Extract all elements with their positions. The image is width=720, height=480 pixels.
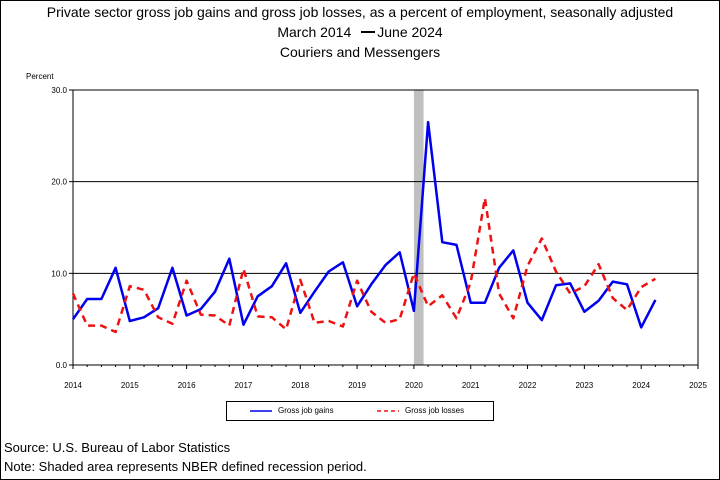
series-line-losses <box>71 196 657 334</box>
recession-note: Note: Shaded area represents NBER define… <box>4 459 367 474</box>
legend-item-losses: Gross job losses <box>377 405 492 417</box>
legend-label-gains: Gross job gains <box>278 406 334 415</box>
series-line-gains <box>71 120 657 329</box>
y-axis-label: Percent <box>26 72 54 81</box>
y-tick-label: 30.0 <box>51 86 67 95</box>
chart-subtitle-industry: Couriers and Messengers <box>279 44 441 60</box>
x-tick-label: 2023 <box>575 381 593 390</box>
x-tick-label: 2018 <box>291 381 309 390</box>
dash-glyph <box>361 31 376 34</box>
chart-plot: 0.0 10.0 20.0 30.0 2014 2015 2016 2017 2018 2019 2… <box>51 86 707 390</box>
x-tick-label: 2024 <box>632 381 650 390</box>
x-tick-label: 2015 <box>121 381 139 390</box>
legend-label-losses: Gross job losses <box>405 406 465 415</box>
x-tick-label: 2020 <box>405 381 423 390</box>
x-tick-label: 2025 <box>689 381 707 390</box>
legend-swatch-losses <box>377 410 399 412</box>
subtitle-start: March 2014 <box>277 24 352 40</box>
x-tick-label: 2021 <box>462 381 480 390</box>
recession-shade <box>413 90 424 365</box>
chart-subtitle: March 2014 June 2024 <box>0 24 720 40</box>
x-tick-label: 2016 <box>178 381 196 390</box>
source-note: Source: U.S. Bureau of Labor Statistics <box>4 440 231 455</box>
legend: Gross job gains Gross job losses <box>226 401 494 421</box>
x-tick-label: 2022 <box>519 381 537 390</box>
y-tick-label: 0.0 <box>56 361 68 370</box>
plot-area <box>72 89 699 366</box>
legend-swatch-gains <box>250 410 272 412</box>
x-tick-label: 2014 <box>64 381 82 390</box>
y-tick-label: 20.0 <box>51 178 67 187</box>
chart-title: Private sector gross job gains and gross… <box>46 4 674 20</box>
x-tick-label: 2017 <box>235 381 253 390</box>
subtitle-end: June 2024 <box>377 24 443 40</box>
legend-item-gains: Gross job gains <box>250 405 360 417</box>
y-tick-label: 10.0 <box>51 269 67 278</box>
x-tick-label: 2019 <box>348 381 366 390</box>
